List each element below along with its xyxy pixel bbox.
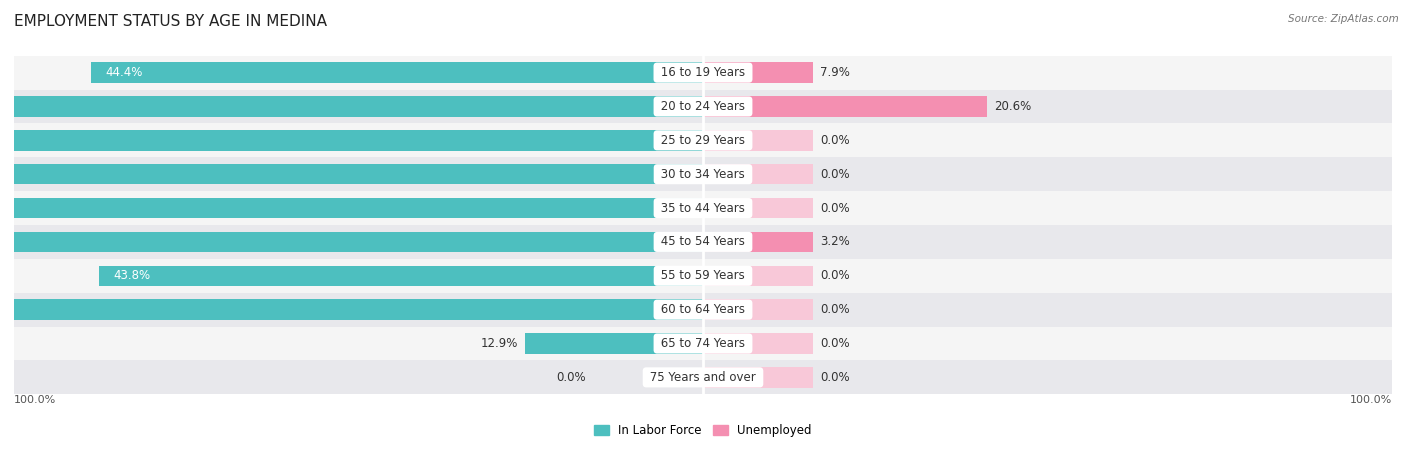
Bar [91, 63, 703, 83]
Text: 35 to 44 Years: 35 to 44 Years [657, 202, 749, 215]
Bar [14, 292, 1392, 327]
Bar [703, 300, 813, 320]
Bar [14, 225, 1392, 259]
Bar [703, 367, 813, 387]
Bar [703, 198, 813, 218]
Bar [703, 63, 813, 83]
Bar [14, 56, 1392, 90]
Text: 0.0%: 0.0% [820, 134, 849, 147]
Text: 0.0%: 0.0% [820, 337, 849, 350]
Bar [0, 300, 703, 320]
Text: 45 to 54 Years: 45 to 54 Years [657, 235, 749, 248]
Bar [0, 164, 703, 184]
Bar [0, 96, 703, 117]
Bar [703, 232, 813, 252]
Text: 55 to 59 Years: 55 to 59 Years [657, 269, 749, 282]
Text: 0.0%: 0.0% [820, 303, 849, 316]
Text: 25 to 29 Years: 25 to 29 Years [657, 134, 749, 147]
Text: 16 to 19 Years: 16 to 19 Years [657, 66, 749, 79]
Bar [703, 96, 987, 117]
Text: 43.8%: 43.8% [114, 269, 150, 282]
Bar [100, 266, 703, 286]
Bar [14, 90, 1392, 123]
Text: 0.0%: 0.0% [820, 168, 849, 181]
Text: 0.0%: 0.0% [820, 269, 849, 282]
Bar [703, 164, 813, 184]
Text: 3.2%: 3.2% [820, 235, 849, 248]
Bar [0, 232, 703, 252]
Text: 44.4%: 44.4% [105, 66, 142, 79]
Text: 100.0%: 100.0% [1350, 395, 1392, 405]
Text: 75 Years and over: 75 Years and over [647, 371, 759, 384]
Bar [0, 130, 703, 150]
Text: 0.0%: 0.0% [820, 202, 849, 215]
Text: 20.6%: 20.6% [994, 100, 1031, 113]
Legend: In Labor Force, Unemployed: In Labor Force, Unemployed [589, 419, 817, 441]
Bar [0, 198, 703, 218]
Text: 20 to 24 Years: 20 to 24 Years [657, 100, 749, 113]
Text: 7.9%: 7.9% [820, 66, 851, 79]
Bar [703, 333, 813, 354]
Text: 12.9%: 12.9% [481, 337, 519, 350]
Text: 0.0%: 0.0% [557, 371, 586, 384]
Text: 30 to 34 Years: 30 to 34 Years [657, 168, 749, 181]
Bar [703, 130, 813, 150]
Bar [526, 333, 703, 354]
Text: 100.0%: 100.0% [14, 395, 56, 405]
Bar [14, 259, 1392, 292]
Bar [14, 360, 1392, 394]
Text: Source: ZipAtlas.com: Source: ZipAtlas.com [1288, 14, 1399, 23]
Text: 0.0%: 0.0% [820, 371, 849, 384]
Text: 65 to 74 Years: 65 to 74 Years [657, 337, 749, 350]
Bar [14, 123, 1392, 158]
Text: 60 to 64 Years: 60 to 64 Years [657, 303, 749, 316]
Bar [14, 191, 1392, 225]
Bar [14, 327, 1392, 360]
Bar [703, 266, 813, 286]
Text: EMPLOYMENT STATUS BY AGE IN MEDINA: EMPLOYMENT STATUS BY AGE IN MEDINA [14, 14, 328, 28]
Bar [14, 158, 1392, 191]
